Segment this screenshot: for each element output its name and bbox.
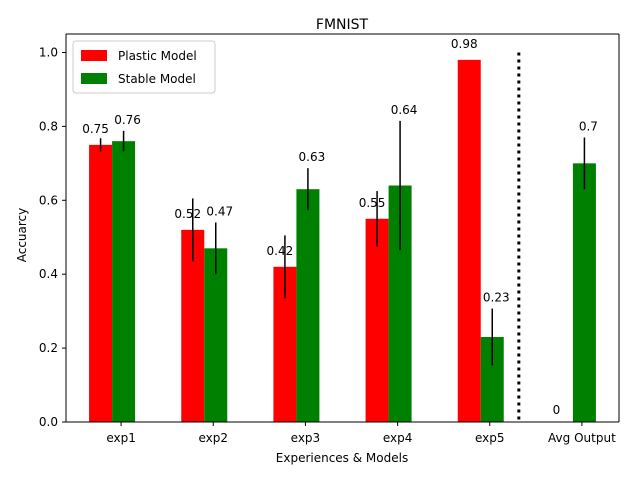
bar	[457, 59, 481, 422]
bar	[365, 218, 389, 422]
legend-swatch	[81, 50, 107, 61]
bar	[388, 185, 412, 422]
bar	[572, 163, 596, 423]
data-label: 0.47	[206, 204, 233, 218]
y-tick-label: 0.2	[39, 341, 58, 355]
data-label: 0	[553, 403, 561, 417]
y-tick-label: 0.8	[39, 119, 58, 133]
bar	[480, 337, 504, 422]
x-axis-label: Experiences & Models	[276, 451, 408, 465]
bar	[89, 144, 113, 422]
legend-swatch	[81, 73, 107, 84]
data-label: 0.55	[359, 196, 386, 210]
data-label: 0.76	[114, 113, 141, 127]
legend-box	[72, 40, 216, 94]
bar	[112, 141, 136, 422]
y-tick-label: 0.4	[39, 267, 58, 281]
y-tick-label: 1.0	[39, 45, 58, 59]
data-label: 0.23	[483, 291, 510, 305]
y-tick-label: 0.6	[39, 193, 58, 207]
x-tick-label: exp4	[383, 431, 413, 445]
legend: Plastic Model Stable Model	[72, 40, 216, 94]
x-tick-label: exp1	[106, 431, 136, 445]
y-tick-label: 0.0	[39, 415, 58, 429]
bar	[181, 229, 205, 422]
bar	[296, 189, 320, 422]
y-axis-label: Accuarcy	[15, 208, 29, 263]
data-label: 0.52	[174, 207, 201, 221]
plot-area: 0.75 0.52 0.42 0.55 0.98 0 0.76 0.47 0.63 0.64 0.2…	[39, 33, 620, 445]
x-tick-label: exp3	[291, 431, 321, 445]
bar	[204, 248, 228, 422]
data-label: 0.64	[391, 103, 418, 117]
x-tick-label: Avg Output	[548, 431, 616, 445]
x-tick-label: exp2	[198, 431, 228, 445]
data-label: 0.98	[451, 37, 478, 51]
legend-label: Plastic Model	[118, 49, 197, 63]
data-label: 0.42	[267, 244, 294, 258]
data-label: 0.7	[579, 119, 598, 133]
x-tick-label: exp5	[475, 431, 505, 445]
chart-title: FMNIST	[316, 17, 369, 33]
data-label: 0.75	[82, 122, 109, 136]
bar	[273, 266, 297, 422]
data-label: 0.63	[299, 150, 326, 164]
legend-label: Stable Model	[118, 72, 196, 86]
